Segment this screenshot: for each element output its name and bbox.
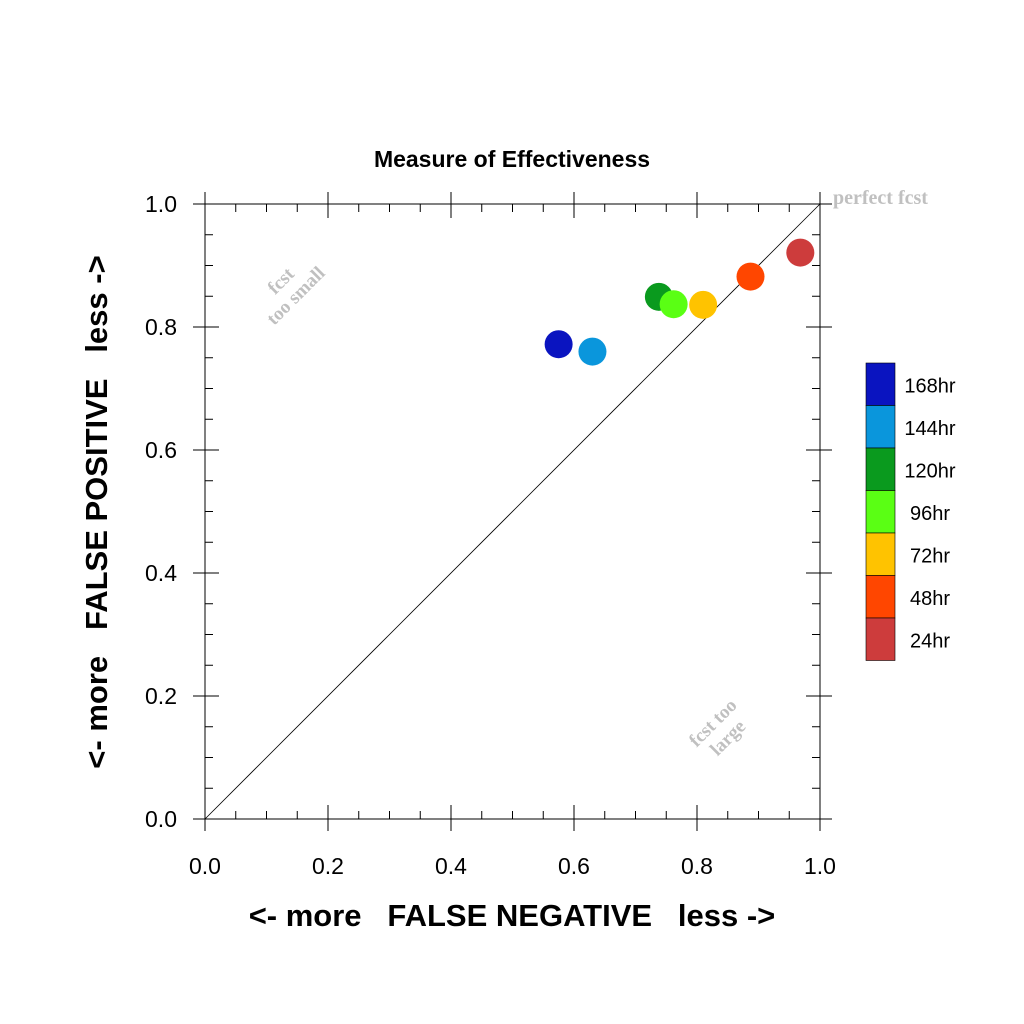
legend-label-96hr: 96hr [910,503,950,525]
legend-swatch-96hr [865,490,896,534]
x-tick-label: 0.8 [681,853,713,879]
y-tick-label: 0.6 [145,437,177,463]
legend-label-24hr: 24hr [910,630,950,652]
data-point-96hr [659,290,688,319]
legend-swatch-120hr [865,447,896,491]
too-large-annotation: fcst too large [685,695,750,760]
x-tick-label: 0.4 [435,853,467,879]
legend-swatch-48hr [865,575,896,619]
legend-swatch-24hr [865,617,896,661]
y-tick-label: 0.2 [145,683,177,709]
perfect-forecast-line [204,203,821,820]
legend-label-120hr: 120hr [904,460,955,482]
legend-swatch-72hr [865,532,896,576]
legend: 168hr 144hr 120hr 96hr 72hr 48hr 24hr [865,362,956,661]
legend-label-72hr: 72hr [910,545,950,567]
legend-label-144hr: 144hr [904,418,955,440]
y-tick-label: 0.8 [145,314,177,340]
chart-title: Measure of Effectiveness [374,146,650,172]
legend-swatch-144hr [865,405,896,449]
data-point-72hr [689,290,718,319]
too-small-annotation-line2: too small [263,263,330,330]
y-tick-label: 0.4 [145,560,177,586]
perfect-forecast-annotation: perfect fcst [833,187,928,209]
legend-label-168hr: 168hr [904,375,955,397]
x-tick-label: 0.0 [189,853,221,879]
x-tick-label: 0.2 [312,853,344,879]
data-point-48hr [736,262,765,291]
y-tick-label: 1.0 [145,191,177,217]
plot-area: 0.0 0.2 0.4 0.6 0.8 1.0 0.0 0.2 0.4 0.6 0.8 1.0 [145,191,836,879]
data-point-144hr [578,337,607,366]
legend-label-48hr: 48hr [910,588,950,610]
too-small-annotation: fcst too small [263,263,330,330]
y-axis-label: <- more FALSE POSITIVE less -> [79,255,114,768]
data-point-168hr [544,330,573,359]
y-tick-label: 0.0 [145,806,177,832]
data-point-24hr [786,238,815,267]
x-tick-label: 0.6 [558,853,590,879]
legend-swatch-168hr [865,362,896,406]
x-axis-label: <- more FALSE NEGATIVE less -> [249,898,776,933]
x-tick-label: 1.0 [804,853,836,879]
